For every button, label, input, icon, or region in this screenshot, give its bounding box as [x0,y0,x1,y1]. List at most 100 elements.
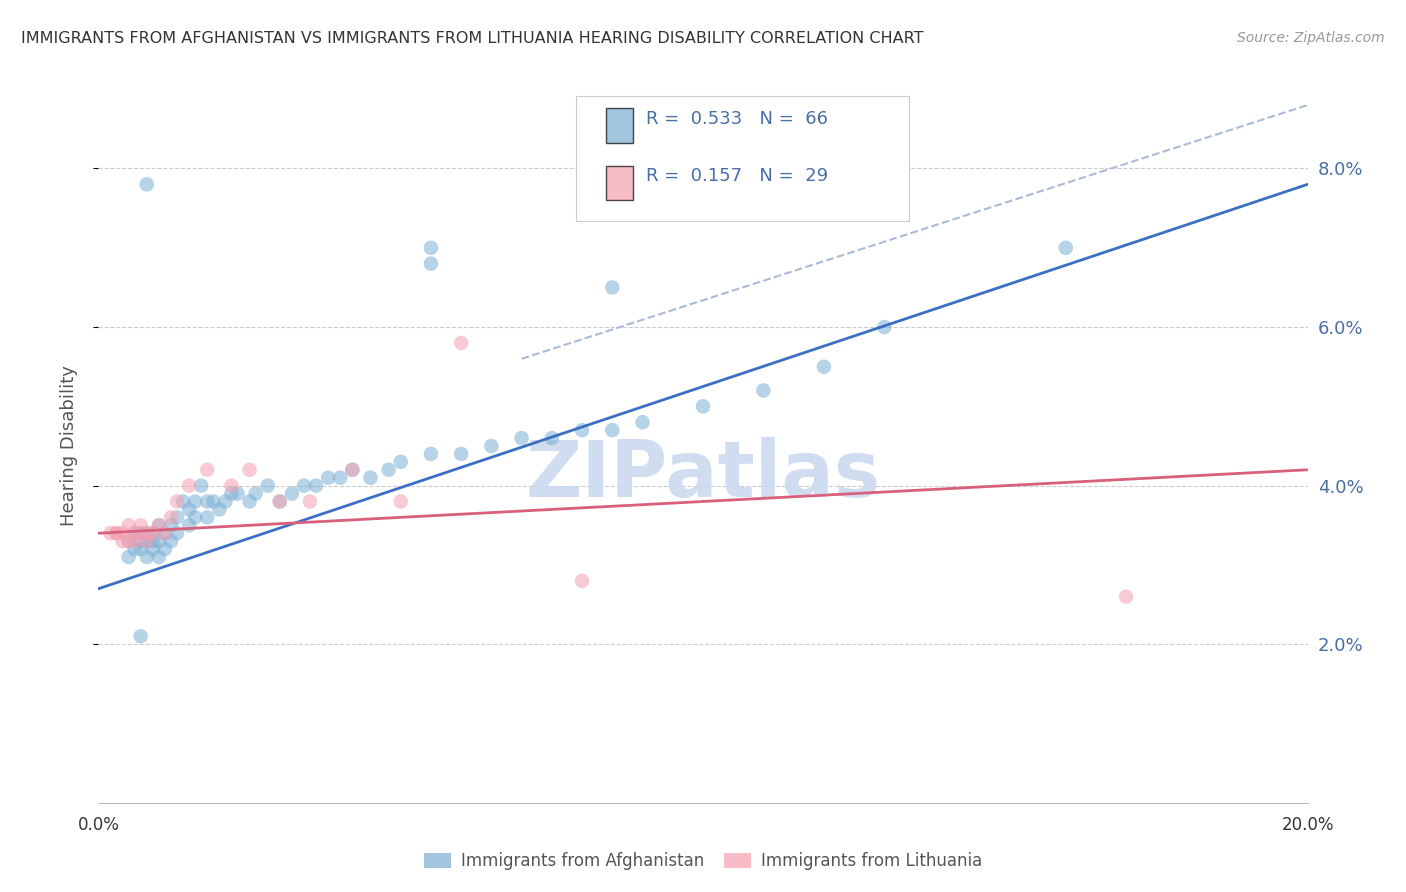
Point [239,463,262,477]
Point [142,534,165,549]
Point [148,534,170,549]
Text: ZIPatlas: ZIPatlas [526,436,880,513]
Point [813,359,835,374]
Point [481,439,503,453]
Point [153,526,176,541]
Point [360,471,382,485]
Point [305,478,328,492]
Point [179,502,201,516]
Point [316,471,339,485]
Point [179,478,201,492]
Point [342,463,364,477]
Point [135,534,157,549]
Legend: Immigrants from Afghanistan, Immigrants from Lithuania: Immigrants from Afghanistan, Immigrants … [418,846,988,877]
Point [450,447,472,461]
Point [226,486,249,500]
Point [190,478,212,492]
Point [184,510,207,524]
Point [269,494,291,508]
Point [256,478,278,492]
Point [202,494,225,508]
Y-axis label: Hearing Disability: Hearing Disability [59,366,77,526]
Point [1115,590,1137,604]
Point [420,257,443,271]
Point [135,526,157,541]
Point [135,178,157,192]
Point [292,478,315,492]
FancyBboxPatch shape [606,109,633,143]
Point [124,526,146,541]
Point [752,384,775,398]
Point [111,526,134,541]
Point [184,494,207,508]
Point [166,510,188,524]
Point [105,526,128,541]
Point [129,518,152,533]
Point [245,486,267,500]
Point [124,542,146,557]
Point [148,518,170,533]
Point [160,510,183,524]
Point [160,518,183,533]
Point [377,463,399,477]
Point [142,526,165,541]
Point [420,447,443,461]
Point [105,526,128,541]
Point [389,455,412,469]
Point [118,534,141,549]
Point [571,423,593,437]
Point [129,542,152,557]
Point [153,542,176,557]
Point [195,494,218,508]
Point [602,423,624,437]
FancyBboxPatch shape [576,96,908,221]
Point [142,526,165,541]
Point [873,320,896,334]
Point [281,486,304,500]
Point [160,534,183,549]
Point [602,280,624,294]
Point [692,400,714,414]
Point [214,494,236,508]
Point [1054,241,1077,255]
Point [153,526,176,541]
Point [129,526,152,541]
Point [172,494,194,508]
Point [195,463,218,477]
Point [571,574,593,588]
Point [166,526,188,541]
Point [195,510,218,524]
Point [111,534,134,549]
Point [631,415,654,429]
Point [342,463,364,477]
Point [100,526,122,541]
Point [540,431,562,445]
Point [269,494,291,508]
Point [420,241,443,255]
Text: Source: ZipAtlas.com: Source: ZipAtlas.com [1237,31,1385,45]
Point [221,486,243,500]
Point [118,549,141,564]
Point [129,534,152,549]
Point [129,629,152,643]
Text: R =  0.157   N =  29: R = 0.157 N = 29 [647,168,828,186]
Point [142,542,165,557]
Point [135,549,157,564]
Point [124,526,146,541]
Text: IMMIGRANTS FROM AFGHANISTAN VS IMMIGRANTS FROM LITHUANIA HEARING DISABILITY CORR: IMMIGRANTS FROM AFGHANISTAN VS IMMIGRANT… [21,31,924,46]
Text: R =  0.533   N =  66: R = 0.533 N = 66 [647,111,828,128]
Point [166,494,188,508]
Point [124,534,146,549]
Point [135,526,157,541]
Point [148,549,170,564]
Point [118,534,141,549]
Point [221,478,243,492]
Point [239,494,262,508]
Point [179,518,201,533]
Point [129,526,152,541]
Point [118,518,141,533]
Point [510,431,533,445]
Point [299,494,322,508]
Point [135,534,157,549]
Point [148,518,170,533]
